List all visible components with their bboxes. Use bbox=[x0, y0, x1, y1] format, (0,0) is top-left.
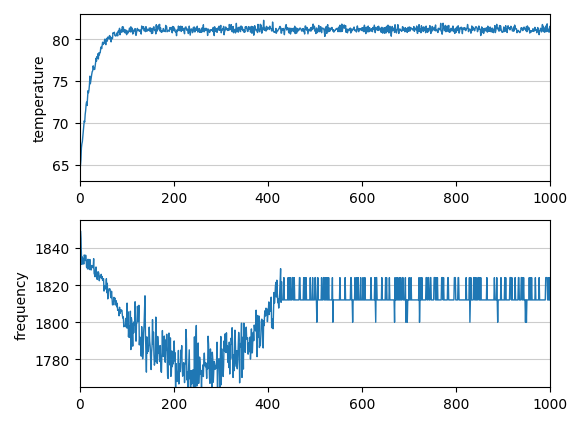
Y-axis label: frequency: frequency bbox=[15, 269, 29, 339]
Y-axis label: temperature: temperature bbox=[33, 55, 47, 142]
